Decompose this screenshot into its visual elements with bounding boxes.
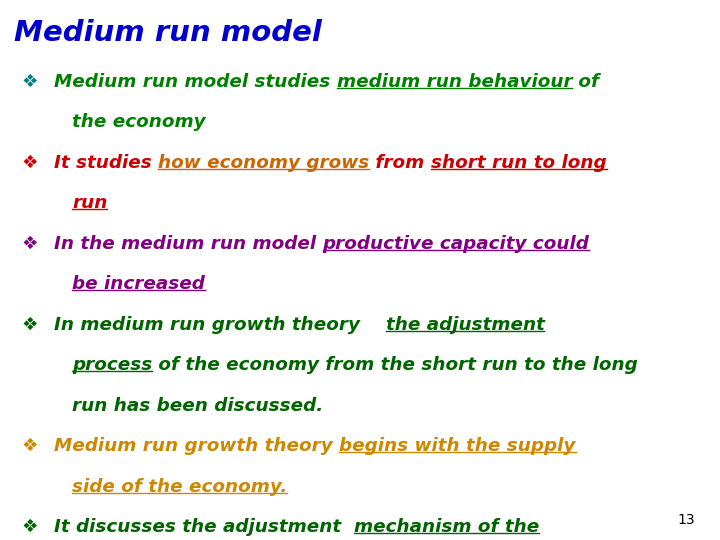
Text: of: of (572, 73, 599, 91)
Text: Medium run growth theory: Medium run growth theory (54, 437, 339, 455)
Text: ❖: ❖ (22, 154, 38, 172)
Text: how economy grows: how economy grows (158, 154, 369, 172)
Text: ❖: ❖ (22, 518, 38, 536)
Text: be increased: be increased (72, 275, 205, 293)
Text: productive capacity could: productive capacity could (323, 235, 590, 253)
Text: mechanism of the: mechanism of the (354, 518, 539, 536)
Text: run: run (72, 194, 107, 212)
Text: ❖: ❖ (22, 73, 38, 91)
Text: 13: 13 (678, 512, 695, 526)
Text: It studies: It studies (54, 154, 158, 172)
Text: begins with the supply: begins with the supply (339, 437, 575, 455)
Text: In the medium run model: In the medium run model (54, 235, 323, 253)
Text: ❖: ❖ (22, 437, 38, 455)
Text: the adjustment: the adjustment (385, 316, 544, 334)
Text: ❖: ❖ (22, 235, 38, 253)
Text: medium run behaviour: medium run behaviour (337, 73, 572, 91)
Text: from: from (369, 154, 431, 172)
Text: ❖: ❖ (22, 316, 38, 334)
Text: It discusses the adjustment: It discusses the adjustment (54, 518, 354, 536)
Text: of the economy from the short run to the long: of the economy from the short run to the… (152, 356, 638, 374)
Text: process: process (72, 356, 152, 374)
Text: run has been discussed.: run has been discussed. (72, 397, 323, 415)
Text: Medium run model studies: Medium run model studies (54, 73, 337, 91)
Text: side of the economy.: side of the economy. (72, 478, 287, 496)
Text: the economy: the economy (72, 113, 206, 131)
Text: Medium run model: Medium run model (14, 19, 323, 47)
Text: In medium run growth theory: In medium run growth theory (54, 316, 385, 334)
Text: short run to long: short run to long (431, 154, 607, 172)
